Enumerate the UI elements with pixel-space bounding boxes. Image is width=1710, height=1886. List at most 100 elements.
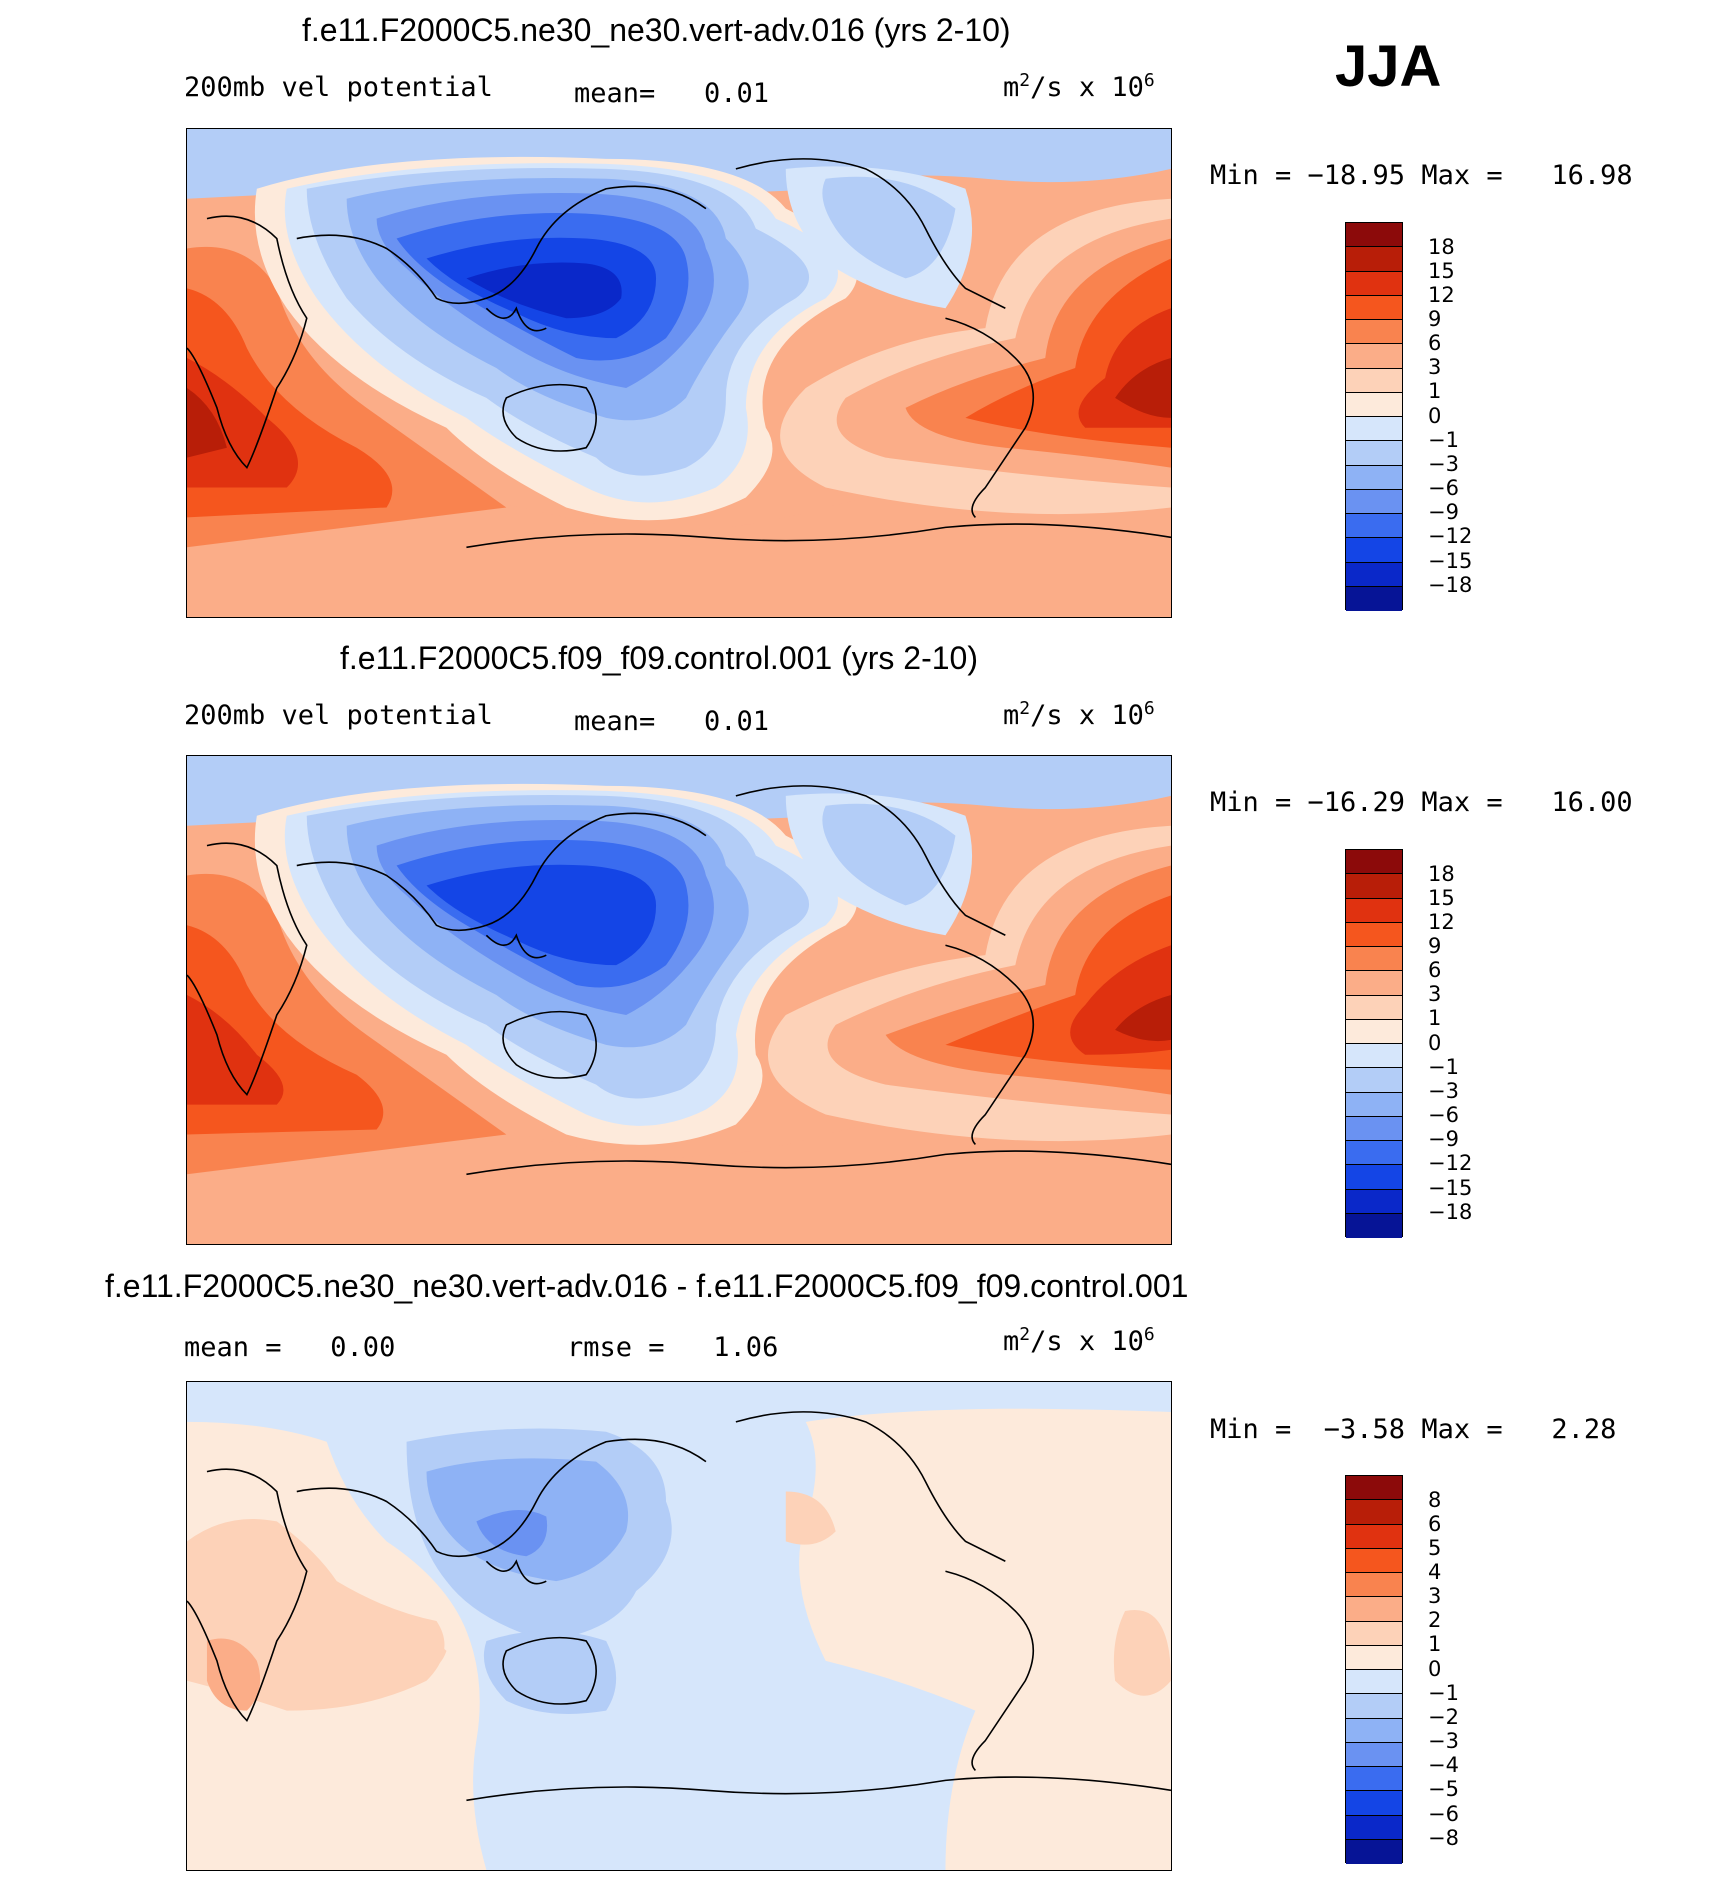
min-max-label: Min = −18.95 Max = 16.98 <box>1210 160 1633 191</box>
colorbar-tick-label: 8 <box>1428 1488 1442 1512</box>
colorbar-tick-label: −3 <box>1428 1729 1459 1753</box>
colorbar-swatch <box>1346 1141 1402 1166</box>
colorbar-swatch <box>1346 247 1402 272</box>
mean-label: mean= 0.01 <box>574 78 770 109</box>
colorbar-tick-label: −3 <box>1428 452 1459 476</box>
colorbar-swatch <box>1346 320 1402 345</box>
colorbar-tick-label: −15 <box>1428 549 1473 573</box>
colorbar-tick-label: 1 <box>1428 1632 1442 1656</box>
colorbar-tick-label: −12 <box>1428 524 1473 548</box>
colorbar-tick-label: −12 <box>1428 1151 1473 1175</box>
colorbar-swatch <box>1346 1524 1402 1549</box>
colorbar-swatch <box>1346 441 1402 466</box>
colorbar-swatch <box>1346 1670 1402 1695</box>
colorbar-tick-label: −8 <box>1428 1826 1459 1850</box>
colorbar-swatch <box>1346 489 1402 514</box>
colorbar <box>1345 849 1403 1238</box>
colorbar-tick-label: 5 <box>1428 1536 1442 1560</box>
colorbar-swatch <box>1346 538 1402 563</box>
colorbar-swatch <box>1346 368 1402 393</box>
colorbar <box>1345 222 1403 611</box>
map-canvas <box>187 1382 1171 1870</box>
colorbar-swatch <box>1346 1019 1402 1044</box>
colorbar-swatch <box>1346 1718 1402 1743</box>
variable-label: 200mb vel potential <box>184 700 493 731</box>
colorbar-tick-label: 9 <box>1428 307 1442 331</box>
colorbar-tick-label: 4 <box>1428 1560 1442 1584</box>
colorbar-tick-label: −6 <box>1428 1103 1459 1127</box>
colorbar-tick-label: 2 <box>1428 1608 1442 1632</box>
colorbar-tick-label: −3 <box>1428 1079 1459 1103</box>
units-label: m2/s x 106 <box>1003 1324 1155 1357</box>
colorbar-swatch <box>1346 417 1402 442</box>
colorbar-tick-label: 0 <box>1428 1031 1442 1055</box>
colorbar-tick-label: −4 <box>1428 1753 1459 1777</box>
colorbar-tick-label: 1 <box>1428 1006 1442 1030</box>
colorbar-swatch <box>1346 898 1402 923</box>
units-label: m2/s x 106 <box>1003 698 1155 731</box>
colorbar-tick-label: −1 <box>1428 428 1459 452</box>
colorbar-tick-label: −5 <box>1428 1777 1459 1801</box>
colorbar-tick-label: −18 <box>1428 573 1473 597</box>
colorbar-tick-label: 3 <box>1428 355 1442 379</box>
colorbar-swatch <box>1346 1068 1402 1093</box>
colorbar-swatch <box>1346 1092 1402 1117</box>
colorbar-swatch <box>1346 1621 1402 1646</box>
colorbar-tick-label: 15 <box>1428 259 1455 283</box>
colorbar-tick-label: 15 <box>1428 886 1455 910</box>
colorbar-swatch <box>1346 1791 1402 1816</box>
colorbar-swatch <box>1346 850 1402 875</box>
mean-label: mean = 0.00 <box>184 1332 396 1363</box>
variable-label: 200mb vel potential <box>184 72 493 103</box>
colorbar-tick-label: 3 <box>1428 1584 1442 1608</box>
colorbar-tick-label: 6 <box>1428 331 1442 355</box>
mean-label: mean= 0.01 <box>574 706 770 737</box>
colorbar-swatch <box>1346 1815 1402 1840</box>
colorbar-tick-label: 6 <box>1428 958 1442 982</box>
colorbar-swatch <box>1346 995 1402 1020</box>
colorbar-swatch <box>1346 1476 1402 1501</box>
colorbar-tick-label: −1 <box>1428 1681 1459 1705</box>
colorbar-tick-label: −15 <box>1428 1176 1473 1200</box>
colorbar <box>1345 1475 1403 1864</box>
colorbar-swatch <box>1346 1597 1402 1622</box>
rmse-label: rmse = 1.06 <box>567 1332 779 1363</box>
colorbar-tick-label: −6 <box>1428 476 1459 500</box>
colorbar-swatch <box>1346 271 1402 296</box>
colorbar-tick-label: −9 <box>1428 1127 1459 1151</box>
colorbar-swatch <box>1346 295 1402 320</box>
colorbar-swatch <box>1346 1548 1402 1573</box>
colorbar-swatch <box>1346 344 1402 369</box>
colorbar-swatch <box>1346 1165 1402 1190</box>
colorbar-swatch <box>1346 223 1402 248</box>
colorbar-swatch <box>1346 1645 1402 1670</box>
colorbar-tick-label: 18 <box>1428 235 1455 259</box>
colorbar-swatch <box>1346 1767 1402 1792</box>
min-max-label: Min = −16.29 Max = 16.00 <box>1210 787 1633 818</box>
colorbar-swatch <box>1346 1573 1402 1598</box>
colorbar-tick-label: 1 <box>1428 379 1442 403</box>
map-canvas <box>187 129 1171 617</box>
colorbar-tick-label: −9 <box>1428 500 1459 524</box>
colorbar-swatch <box>1346 514 1402 539</box>
velocity-potential-map <box>186 755 1172 1245</box>
colorbar-swatch <box>1346 562 1402 587</box>
colorbar-tick-label: 6 <box>1428 1512 1442 1536</box>
panel-title: f.e11.F2000C5.f09_f09.control.001 (yrs 2… <box>340 640 978 676</box>
colorbar-swatch <box>1346 1044 1402 1069</box>
min-max-label: Min = −3.58 Max = 2.28 <box>1210 1414 1617 1445</box>
colorbar-tick-label: 0 <box>1428 1657 1442 1681</box>
colorbar-tick-label: −2 <box>1428 1705 1459 1729</box>
colorbar-tick-label: 3 <box>1428 982 1442 1006</box>
colorbar-tick-label: 0 <box>1428 404 1442 428</box>
panel-title: f.e11.F2000C5.ne30_ne30.vert-adv.016 (yr… <box>302 12 1011 48</box>
colorbar-tick-label: −1 <box>1428 1055 1459 1079</box>
colorbar-tick-label: 9 <box>1428 934 1442 958</box>
season-label: JJA <box>1335 34 1442 99</box>
panel-title: f.e11.F2000C5.ne30_ne30.vert-adv.016 - f… <box>105 1268 1189 1304</box>
colorbar-swatch <box>1346 947 1402 972</box>
colorbar-swatch <box>1346 1213 1402 1238</box>
colorbar-swatch <box>1346 392 1402 417</box>
colorbar-tick-label: −18 <box>1428 1200 1473 1224</box>
colorbar-swatch <box>1346 922 1402 947</box>
